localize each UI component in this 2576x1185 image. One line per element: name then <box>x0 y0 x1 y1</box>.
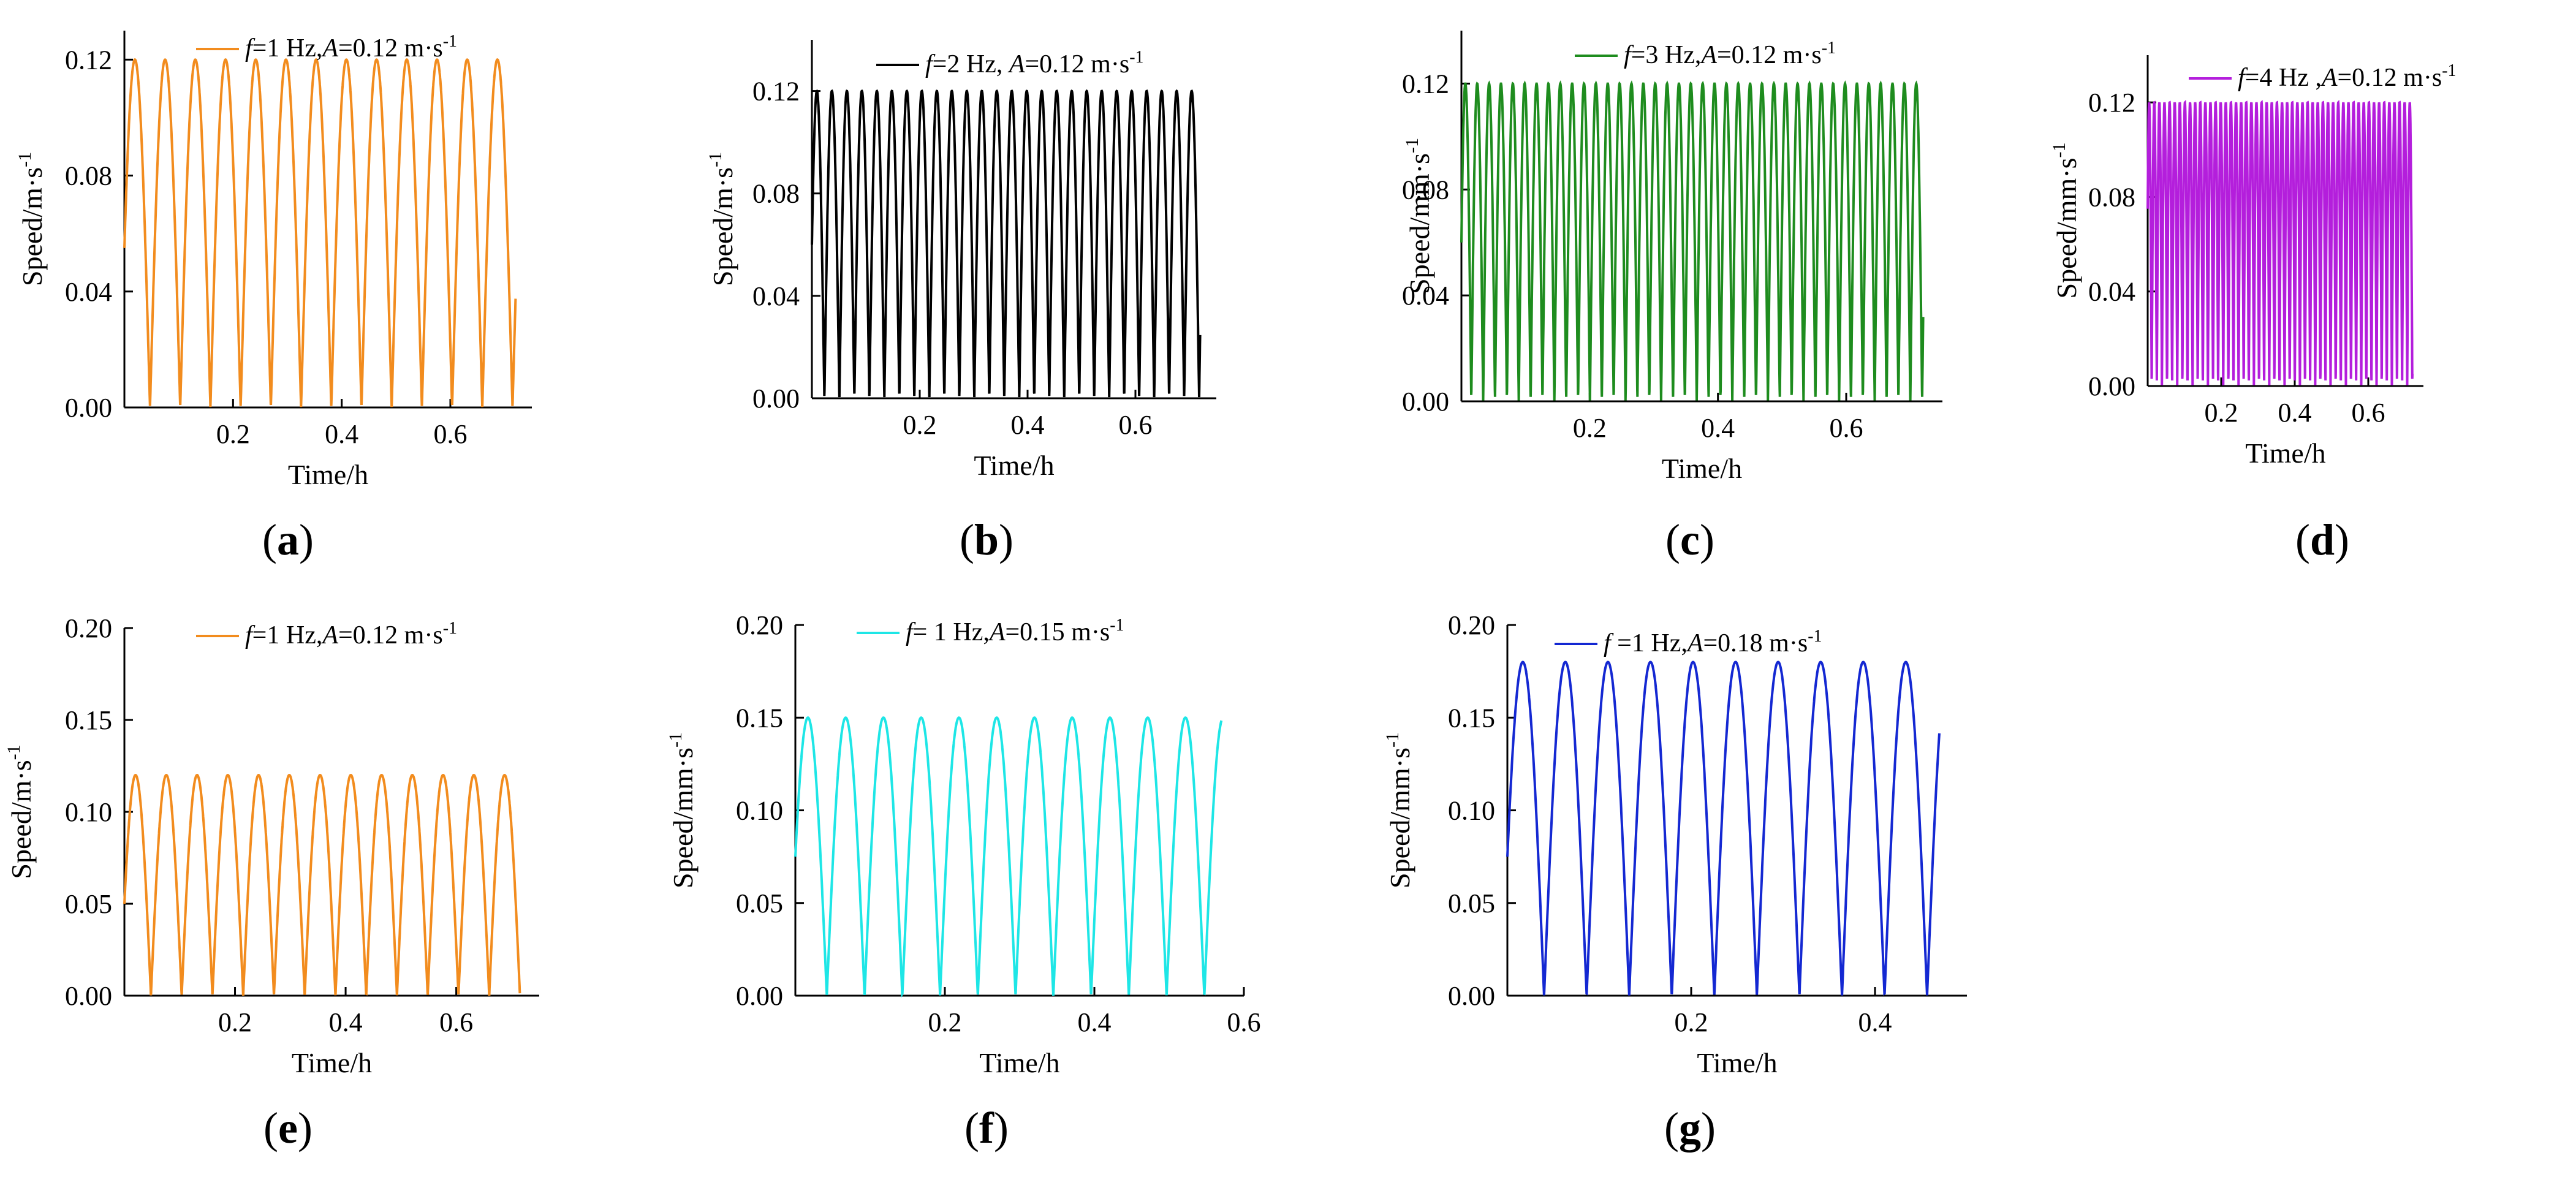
chart-panel-c: 0.00 0.04 0.08 0.12 0.2 0.4 0.6 Time/h Speed/mm·… <box>1402 31 1942 564</box>
panel-label: (g) <box>1664 1104 1716 1153</box>
y-tick-label: 0.15 <box>1448 703 1495 733</box>
chart-panel-d: 0.00 0.04 0.08 0.12 0.2 0.4 0.6 Time/h Speed/mm·… <box>2049 55 2457 564</box>
y-tick-label: 0.00 <box>752 384 800 414</box>
y-tick-label: 0.12 <box>2088 88 2135 118</box>
x-axis-label: Time/h <box>1697 1047 1777 1078</box>
panel-label: (d) <box>2295 515 2349 564</box>
panel-label: (f) <box>964 1104 1009 1153</box>
y-tick-label: 0.04 <box>752 281 800 311</box>
y-tick-label: 0.20 <box>736 610 783 640</box>
y-tick-label: 0.08 <box>1402 175 1449 205</box>
series-line <box>1460 80 1925 401</box>
legend-label: f=4 Hz ,A=0.12 m·s-1 <box>2238 61 2457 92</box>
panel-label: (e) <box>263 1104 313 1153</box>
y-tick-label: 0.08 <box>2088 182 2135 212</box>
y-axis-label: Speed/mm·s-1 <box>1382 732 1415 888</box>
chart-panel-g: 0.00 0.05 0.10 0.15 0.20 0.2 0.4 Time/h Speed/mm… <box>1382 610 1967 1153</box>
y-axis-label: Speed/m·s-1 <box>15 152 48 286</box>
y-tick-label: 0.00 <box>1448 981 1495 1011</box>
x-tick-label: 0.4 <box>1011 410 1045 440</box>
y-axis-label: Speed/m·s-1 <box>4 744 37 879</box>
panel-label: (c) <box>1665 515 1714 564</box>
legend-label: f=1 Hz,A=0.12 m·s-1 <box>245 32 457 62</box>
y-tick-label: 0.08 <box>65 161 112 191</box>
x-tick-label: 0.2 <box>1573 413 1607 443</box>
x-tick-label: 0.2 <box>928 1007 962 1037</box>
y-tick-label: 0.10 <box>65 797 112 827</box>
y-tick-label: 0.04 <box>1402 281 1449 311</box>
x-tick-label: 0.2 <box>2205 398 2238 428</box>
x-tick-label: 0.4 <box>2278 398 2312 428</box>
y-tick-label: 0.12 <box>752 77 800 107</box>
y-tick-label: 0.12 <box>1402 69 1449 99</box>
y-tick-label: 0.15 <box>736 703 783 733</box>
y-tick-label: 0.05 <box>65 889 112 919</box>
y-axis-label: Speed/mm·s-1 <box>1402 138 1435 294</box>
series-line <box>1506 661 1941 996</box>
series-line <box>123 58 517 407</box>
y-axis-label: Speed/m·s-1 <box>705 152 738 286</box>
chart-panel-f: 0.00 0.05 0.10 0.15 0.20 0.2 0.4 0.6 Time/h Speed… <box>665 610 1261 1153</box>
x-tick-label: 0.2 <box>1675 1007 1708 1037</box>
x-axis-label: Time/h <box>979 1047 1059 1078</box>
y-axis-label: Speed/mm·s-1 <box>665 732 699 888</box>
chart-panel-a: 0.00 0.04 0.08 0.12 0.2 0.4 0.6 Time/h Speed/m·s… <box>15 31 532 564</box>
panel-label: (a) <box>262 515 314 564</box>
x-axis-label: Time/h <box>288 459 368 490</box>
y-tick-label: 0.05 <box>1448 888 1495 918</box>
y-axis-label: Speed/mm·s-1 <box>2049 143 2082 299</box>
y-tick-label: 0.20 <box>65 613 112 643</box>
y-tick-label: 0.20 <box>1448 610 1495 640</box>
series-line <box>2146 99 2414 385</box>
x-tick-label: 0.2 <box>903 410 937 440</box>
y-tick-label: 0.00 <box>2088 371 2135 401</box>
series-line <box>811 89 1202 398</box>
legend-label: f=1 Hz,A=0.12 m·s-1 <box>245 619 457 649</box>
y-tick-label: 0.05 <box>736 888 783 918</box>
y-tick-label: 0.15 <box>65 705 112 735</box>
y-tick-label: 0.10 <box>736 796 783 826</box>
x-tick-label: 0.4 <box>329 1007 363 1037</box>
chart-panel-b: 0.00 0.04 0.08 0.12 0.2 0.4 0.6 Time/h Speed/m·s… <box>705 40 1216 564</box>
x-tick-label: 0.4 <box>1858 1007 1892 1037</box>
y-tick-label: 0.04 <box>65 277 112 307</box>
y-tick-label: 0.12 <box>65 45 112 75</box>
y-tick-label: 0.10 <box>1448 796 1495 826</box>
x-tick-label: 0.6 <box>439 1007 473 1037</box>
x-axis-label: Time/h <box>974 450 1054 481</box>
legend-label: f=3 Hz,A=0.12 m·s-1 <box>1624 39 1836 69</box>
legend-label: f =1 Hz,A=0.18 m·s-1 <box>1604 627 1822 657</box>
y-tick-label: 0.00 <box>65 393 112 423</box>
x-axis-label: Time/h <box>292 1047 372 1078</box>
x-axis-label: Time/h <box>1662 453 1742 484</box>
chart-panel-e: 0.00 0.05 0.10 0.15 0.20 0.2 0.4 0.6 Time/h Speed… <box>4 613 539 1153</box>
y-tick-label: 0.08 <box>752 179 800 209</box>
x-tick-label: 0.6 <box>1227 1007 1261 1037</box>
legend-label: f=2 Hz, A=0.12 m·s-1 <box>925 48 1144 78</box>
legend-label: f= 1 Hz,A=0.15 m·s-1 <box>906 616 1124 646</box>
y-tick-label: 0.00 <box>65 981 112 1011</box>
panel-label: (b) <box>960 515 1013 564</box>
x-tick-label: 0.6 <box>434 419 468 449</box>
y-tick-label: 0.00 <box>736 981 783 1011</box>
x-axis-label: Time/h <box>2245 437 2325 469</box>
x-tick-label: 0.6 <box>1830 413 1863 443</box>
x-tick-label: 0.2 <box>218 1007 252 1037</box>
x-tick-label: 0.4 <box>1701 413 1735 443</box>
x-tick-label: 0.4 <box>1078 1007 1112 1037</box>
y-tick-label: 0.04 <box>2088 277 2135 307</box>
y-tick-label: 0.00 <box>1402 387 1449 417</box>
x-tick-label: 0.4 <box>325 419 358 449</box>
x-tick-label: 0.6 <box>2352 398 2385 428</box>
x-tick-label: 0.6 <box>1119 410 1153 440</box>
series-line <box>123 774 521 996</box>
x-tick-label: 0.2 <box>216 419 250 449</box>
series-line <box>794 716 1223 998</box>
